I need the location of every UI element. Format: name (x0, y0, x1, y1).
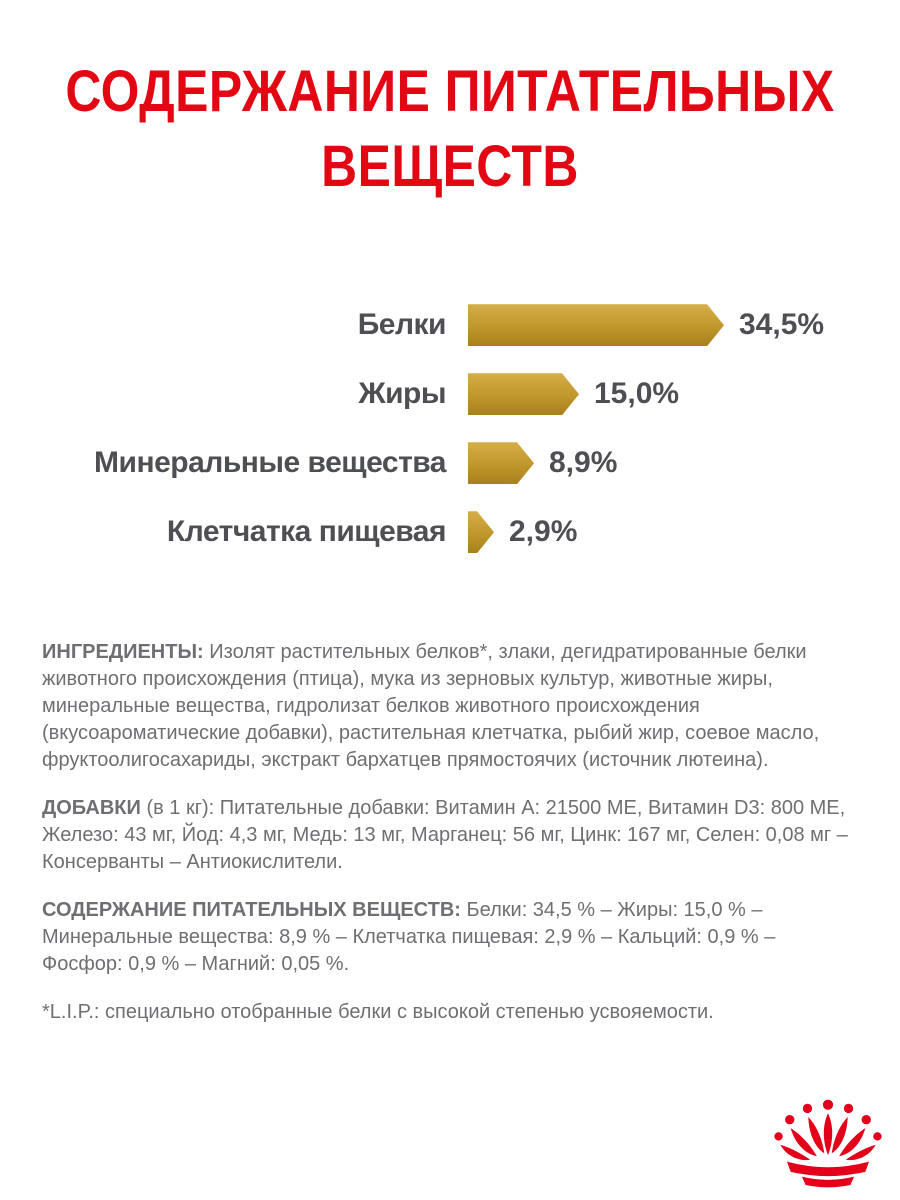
bar-fiber (468, 511, 494, 553)
chart-category-label: Белки (357, 308, 447, 342)
bar-wrap: 34,5% (468, 304, 824, 346)
bar-wrap: 15,0% (468, 373, 679, 415)
additives-paragraph: ДОБАВКИ (в 1 кг): Питательные добавки: В… (42, 795, 858, 876)
bar-fats (468, 373, 579, 415)
crown-icon (774, 1099, 882, 1188)
nutrition-bar-chart: Белки 34,5% Жиры 15,0% Минеральные вещес… (0, 291, 900, 567)
bar-wrap: 8,9% (468, 442, 617, 484)
lip-footnote-text: *L.I.P.: специально отобранные белки с в… (42, 1000, 714, 1023)
chart-row-fats: Жиры 15,0% (0, 360, 900, 429)
page-title-line2: ВЕЩЕСТВ (321, 134, 579, 200)
nutrient-content-paragraph: СОДЕРЖАНИЕ ПИТАТЕЛЬНЫХ ВЕЩЕСТВ: Белки: 3… (42, 897, 858, 978)
lip-footnote-paragraph: *L.I.P.: специально отобранные белки с в… (42, 999, 858, 1026)
ingredients-paragraph: ИНГРЕДИЕНТЫ: Изолят растительных белков*… (42, 639, 858, 774)
royal-canin-crown-logo (772, 1096, 884, 1190)
additives-text: (в 1 кг): Питательные добавки: Витамин A… (42, 796, 848, 873)
chart-value-label: 15,0% (594, 377, 680, 411)
nutrient-content-text: Белки: 34,5 % – Жиры: 15,0 % – Минеральн… (42, 898, 776, 975)
chart-category-label: Жиры (358, 377, 446, 411)
chart-category-label: Минеральные вещества (94, 446, 446, 480)
chart-value-label: 34,5% (739, 308, 825, 342)
additives-lead: ДОБАВКИ (42, 796, 141, 819)
page-title-line1: СОДЕРЖАНИЕ ПИТАТЕЛЬНЫХ (65, 59, 835, 124)
bar-wrap: 2,9% (468, 511, 577, 553)
ingredients-text: Изолят растительных белков*, злаки, деги… (42, 640, 820, 771)
ingredients-lead: ИНГРЕДИЕНТЫ: (42, 640, 204, 663)
info-text-sections: ИНГРЕДИЕНТЫ: Изолят растительных белков*… (0, 639, 900, 1026)
chart-row-proteins: Белки 34,5% (0, 291, 900, 360)
bar-proteins (468, 304, 724, 346)
chart-value-label: 8,9% (549, 446, 618, 480)
chart-category-label: Клетчатка пищевая (166, 515, 447, 549)
nutrient-content-lead: СОДЕРЖАНИЕ ПИТАТЕЛЬНЫХ ВЕЩЕСТВ: (42, 898, 461, 921)
bar-minerals (468, 442, 534, 484)
chart-row-minerals: Минеральные вещества 8,9% (0, 429, 900, 498)
chart-row-fiber: Клетчатка пищевая 2,9% (0, 498, 900, 567)
chart-value-label: 2,9% (509, 515, 578, 549)
page-title: СОДЕРЖАНИЕ ПИТАТЕЛЬНЫХ ВЕЩЕСТВ (63, 54, 837, 205)
